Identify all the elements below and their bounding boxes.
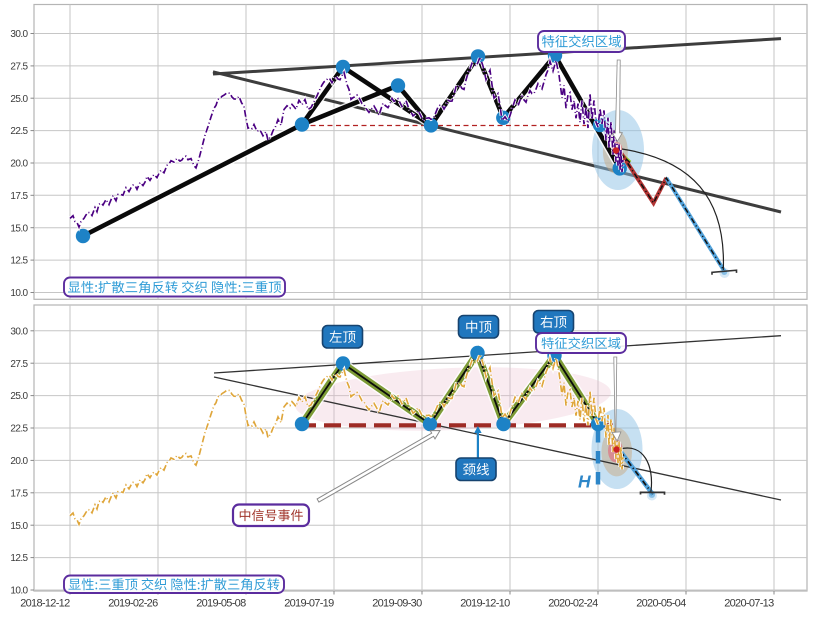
svg-text:22.5: 22.5 <box>10 424 28 435</box>
svg-text:20.0: 20.0 <box>10 159 28 170</box>
svg-text:17.5: 17.5 <box>10 191 28 202</box>
svg-text:25.0: 25.0 <box>10 391 28 402</box>
svg-text:27.5: 27.5 <box>10 62 28 73</box>
svg-text:25.0: 25.0 <box>10 94 28 105</box>
svg-text:15.0: 15.0 <box>10 521 28 532</box>
svg-text:2020-05-04: 2020-05-04 <box>636 598 686 610</box>
svg-text:27.5: 27.5 <box>10 359 28 370</box>
svg-text:10.0: 10.0 <box>10 288 28 299</box>
svg-text:15.0: 15.0 <box>10 223 28 234</box>
svg-text:12.5: 12.5 <box>10 256 28 267</box>
svg-text:2020-07-13: 2020-07-13 <box>724 598 774 610</box>
svg-text:2019-12-10: 2019-12-10 <box>460 598 510 610</box>
svg-text:12.5: 12.5 <box>10 553 28 564</box>
svg-text:2019-02-26: 2019-02-26 <box>108 598 158 610</box>
svg-text:30.0: 30.0 <box>10 29 28 40</box>
svg-text:17.5: 17.5 <box>10 488 28 499</box>
svg-text:2018-12-12: 2018-12-12 <box>20 598 70 610</box>
svg-text:H: H <box>578 472 591 492</box>
svg-text:20.0: 20.0 <box>10 456 28 467</box>
svg-text:10.0: 10.0 <box>10 586 28 597</box>
svg-text:22.5: 22.5 <box>10 126 28 137</box>
svg-text:2019-09-30: 2019-09-30 <box>372 598 422 610</box>
svg-text:2019-05-08: 2019-05-08 <box>196 598 246 610</box>
svg-text:30.0: 30.0 <box>10 326 28 337</box>
svg-text:2020-02-24: 2020-02-24 <box>548 598 598 610</box>
svg-text:2019-07-19: 2019-07-19 <box>284 598 334 610</box>
